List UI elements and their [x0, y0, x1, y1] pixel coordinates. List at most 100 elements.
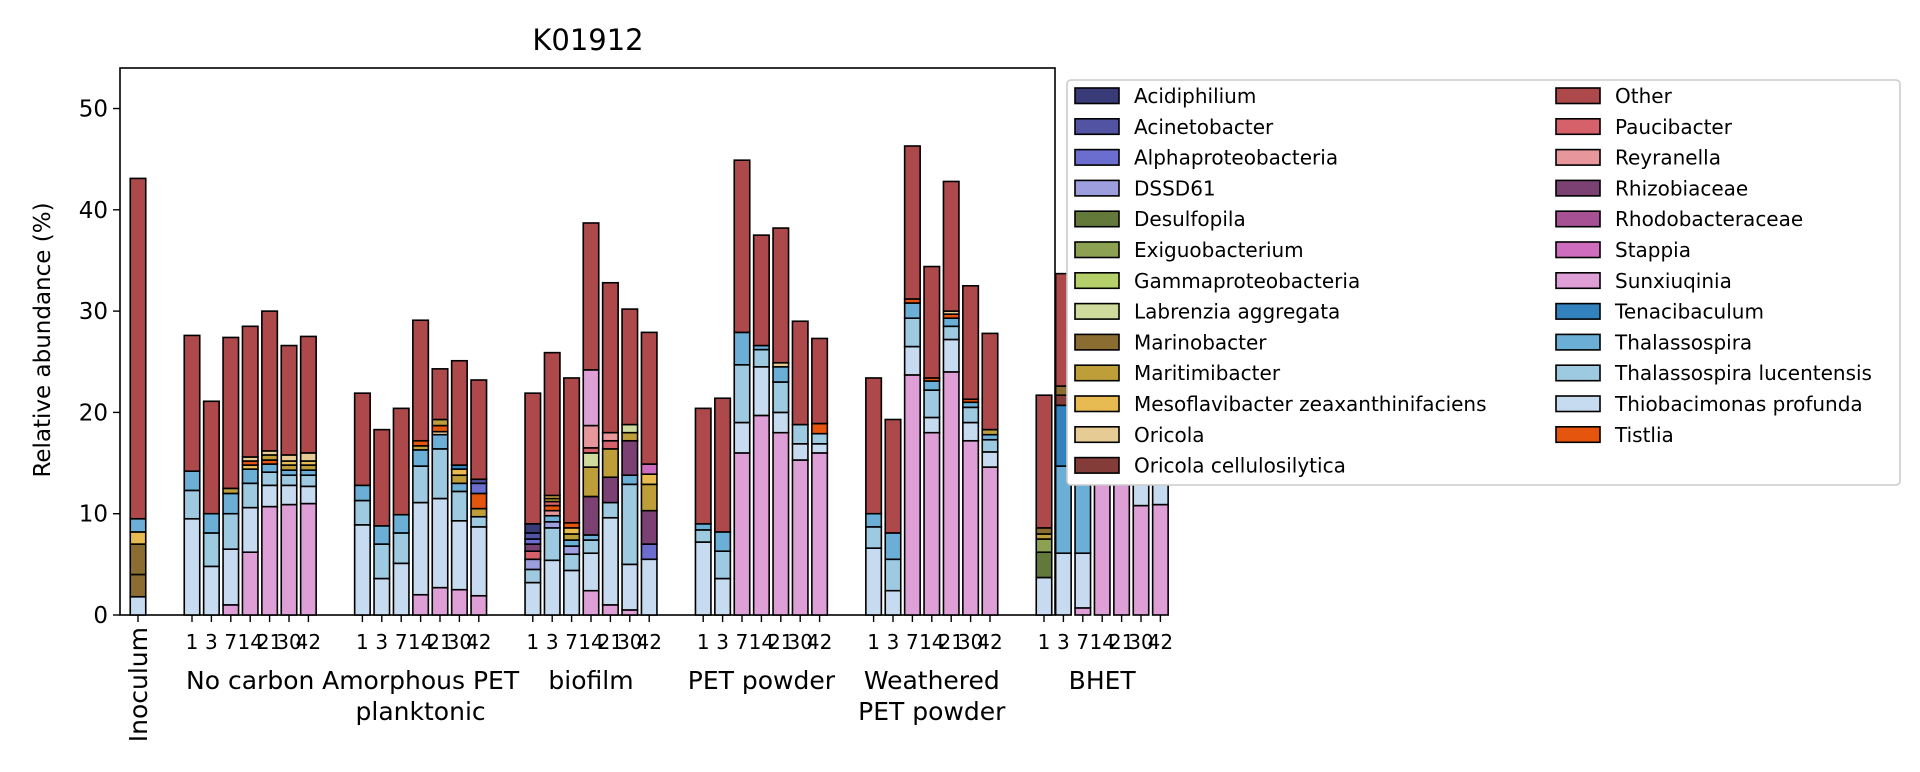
legend-swatch-tistlia	[1555, 425, 1601, 444]
group-label-pet-powder: PET powder	[688, 666, 836, 695]
bar-segment-other	[412, 319, 430, 442]
bar-segment-other	[524, 392, 542, 525]
bar-segment-thalassospira	[884, 532, 902, 561]
legend-label-thalassospira-lucentensis: Thalassospira lucentensis	[1614, 361, 1872, 385]
bar-segment-thalassospira-lucentensis	[582, 539, 600, 555]
bar-segment-thiobacimonas-profunda	[450, 519, 468, 591]
x-tick-label-30: 30	[447, 630, 472, 654]
x-tick-label-7: 7	[395, 630, 408, 654]
bar-segment-thiobacimonas-profunda	[791, 443, 809, 461]
bar-segment-other	[865, 377, 883, 515]
bar-segment-thiobacimonas-profunda	[1074, 552, 1092, 609]
bar-segment-thalassospira	[183, 470, 201, 492]
x-tick-label-21: 21	[257, 630, 282, 654]
bar-segment-thalassospira-lucentensis	[183, 489, 201, 520]
legend-label-stappia: Stappia	[1615, 238, 1691, 262]
legend-label-paucibacter: Paucibacter	[1615, 115, 1733, 139]
bar-segment-other	[601, 281, 619, 434]
bar-segment-thalassospira	[353, 484, 371, 502]
bar-segment-thalassospira-lucentensis	[884, 558, 902, 592]
bar-segment-other	[261, 310, 279, 452]
bar-segment-thalassospira-lucentensis	[733, 363, 751, 424]
x-tick-label-1: 1	[526, 630, 539, 654]
bar-segment-thalassospira	[865, 512, 883, 528]
bar-segment-other	[280, 344, 298, 456]
bar-segment-other	[222, 336, 240, 490]
bar-segment-labrenzia-aggregata	[621, 423, 639, 434]
bar-segment-thiobacimonas-profunda	[261, 484, 279, 508]
bar-segment-acinetobacter	[524, 532, 542, 540]
bar-segment-sunxiuqinia	[431, 586, 449, 616]
legend-swatch-maritimibacter	[1074, 364, 1120, 382]
legend-label-mesoflavibacter-zeaxanthinifaciens: Mesoflavibacter zeaxanthinifaciens	[1134, 392, 1487, 416]
x-tick-label-14: 14	[919, 630, 944, 654]
y-tick-label-20: 20	[79, 400, 108, 426]
x-tick-label-30: 30	[617, 630, 642, 654]
x-tick-label-7: 7	[1076, 630, 1089, 654]
group-label-bhet: BHET	[1069, 666, 1137, 695]
legend-swatch-exiguobacterium	[1074, 241, 1120, 259]
bar-segment-thiobacimonas-profunda	[865, 547, 883, 616]
legend-swatch-reyranella	[1555, 148, 1601, 166]
legend-label-tistlia: Tistlia	[1614, 423, 1674, 447]
bar-segment-thalassospira-lucentensis	[811, 432, 829, 445]
bar-segment-thiobacimonas-profunda	[1035, 576, 1053, 616]
bar-segment-thalassospira-lucentensis	[280, 474, 298, 487]
bar-segment-alphaproteobacteria	[640, 543, 658, 561]
bar-segment-thiobacimonas-profunda	[280, 484, 298, 506]
x-tick-label-14: 14	[578, 630, 603, 654]
bar-segment-thiobacimonas-profunda	[373, 577, 391, 616]
legend-swatch-alphaproteobacteria	[1074, 148, 1120, 166]
x-tick-label-3: 3	[1057, 630, 1070, 654]
x-tick-label-7: 7	[736, 630, 749, 654]
bar-segment-sunxiuqinia	[470, 594, 488, 616]
legend-label-oricola: Oricola	[1134, 423, 1205, 447]
bar-segment-thalassospira-lucentensis	[524, 568, 542, 584]
bar-segment-paucibacter	[601, 439, 619, 450]
bar-segment-thiobacimonas-profunda	[524, 581, 542, 616]
bar-segment-thalassospira-lucentensis	[923, 389, 941, 419]
legend-swatch-marinobacter	[1074, 333, 1120, 351]
x-tick-label-1: 1	[867, 630, 880, 654]
bar-segment-reyranella	[582, 424, 600, 449]
bar-segment-other	[1035, 394, 1053, 529]
x-tick-label-14: 14	[237, 630, 262, 654]
bar-segment-thalassospira-lucentensis	[791, 423, 809, 445]
bar-segment-thiobacimonas-profunda	[431, 497, 449, 589]
bar-segment-thiobacimonas-profunda	[811, 443, 829, 454]
bar-segment-maritimibacter	[470, 507, 488, 518]
bar-segment-other	[563, 377, 581, 524]
x-tick-label-14: 14	[408, 630, 433, 654]
bar-segment-sunxiuqinia	[222, 604, 240, 616]
bar-segment-thiobacimonas-profunda	[942, 338, 960, 373]
bar-segment-other	[299, 335, 317, 454]
bar-segment-thiobacimonas-profunda	[640, 558, 658, 616]
x-tick-label-42: 42	[636, 630, 661, 654]
bar-segment-labrenzia-aggregata	[582, 452, 600, 468]
legend-label-exiguobacterium: Exiguobacterium	[1134, 238, 1304, 262]
bar-segment-stappia	[640, 463, 658, 475]
x-tick-label-21: 21	[938, 630, 963, 654]
bar-segment-thalassospira	[733, 331, 751, 366]
bar-segment-thiobacimonas-profunda	[884, 589, 902, 616]
bar-segment-sunxiuqinia	[791, 459, 809, 616]
bar-segment-desulfopila	[1035, 551, 1053, 579]
bar-segment-maritimibacter	[431, 418, 449, 427]
x-tick-label-42: 42	[296, 630, 321, 654]
bar-segment-sunxiuqinia	[1151, 503, 1169, 616]
x-tick-label-21: 21	[598, 630, 623, 654]
y-tick-label-40: 40	[79, 198, 108, 224]
bar-segment-marinobacter	[129, 573, 147, 598]
bar-segment-sunxiuqinia	[241, 551, 259, 616]
bar-segment-thiobacimonas-profunda	[772, 411, 790, 434]
group-label-inoculum: Inoculum	[124, 627, 153, 742]
legend-swatch-mesoflavibacter-zeaxanthinifaciens	[1074, 395, 1120, 413]
bar-segment-maritimibacter	[640, 483, 658, 512]
bar-segment-tistlia	[470, 492, 488, 510]
bar-segment-thalassospira-lucentensis	[621, 483, 639, 566]
bar-segment-other	[640, 331, 658, 465]
bar-segment-exiguobacterium	[1035, 538, 1053, 553]
bar-segment-other	[942, 180, 960, 312]
bar-segment-mesoflavibacter-zeaxanthinifaciens	[129, 531, 147, 545]
